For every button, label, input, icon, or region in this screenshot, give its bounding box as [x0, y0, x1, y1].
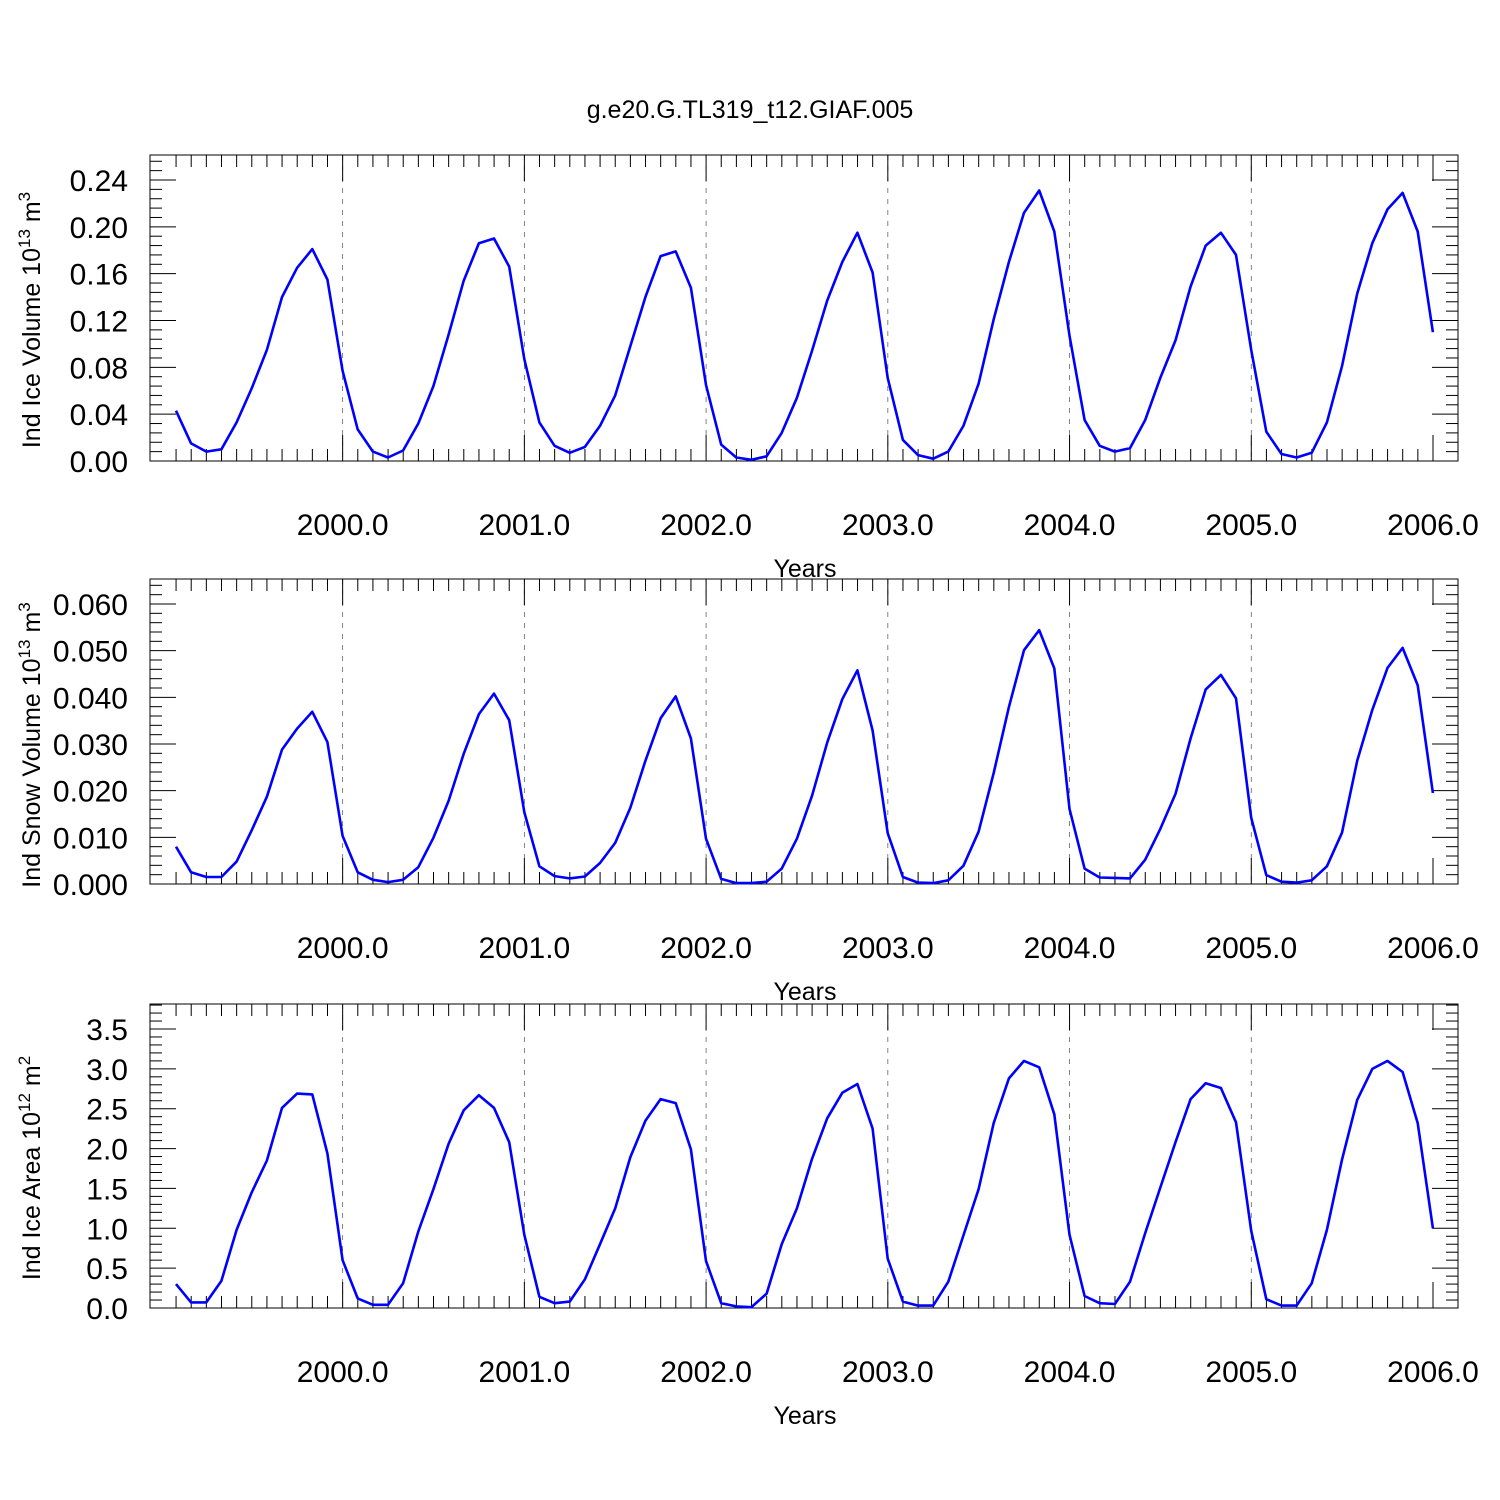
y-axis-label: Ind Snow Volume 1013 m3: [15, 602, 46, 888]
x-tick-label: 2006.0: [1387, 932, 1479, 965]
y-tick-label: 0.00: [70, 446, 128, 479]
x-minor-ticks: [175, 1004, 1434, 1308]
data-line: [174, 628, 1435, 885]
y-axis-label: Ind Ice Volume 1013 m3: [15, 192, 46, 448]
y-tick-label: 1.5: [86, 1173, 128, 1206]
x-tick-label: 2003.0: [842, 509, 934, 542]
x-tick-label: 2000.0: [297, 932, 389, 965]
y-tick-label: 2.5: [86, 1094, 128, 1127]
x-tick-label: 2001.0: [478, 1356, 570, 1389]
y-tick-label: 0.020: [53, 776, 128, 809]
y-tick-label: 0.24: [70, 165, 128, 198]
x-tick-label: 2005.0: [1205, 1356, 1297, 1389]
y-tick-label: 0.20: [70, 212, 128, 245]
x-tick-label: 2006.0: [1387, 509, 1479, 542]
y-tick-label: 0.060: [53, 589, 128, 622]
y-tick-label: 0.08: [70, 352, 128, 385]
x-tick-label: 2005.0: [1205, 932, 1297, 965]
y-tick-label: 0.000: [53, 869, 128, 902]
x-tick-label: 2004.0: [1024, 1356, 1116, 1389]
y-axis-label: Ind Ice Area 1012 m2: [15, 1056, 46, 1280]
x-tick-label: 2002.0: [660, 932, 752, 965]
panel-1: 0.00 0.04 0.08 0.12 0.16 0.20 0.24 2000.0 2001.0…: [15, 154, 1479, 583]
y-tick-label: 0.030: [53, 729, 128, 762]
panel-2: 0.000 0.010 0.020 0.030 0.040 0.050 0.060 2000.…: [15, 578, 1479, 1006]
y-tick-label: 2.0: [86, 1134, 128, 1167]
data-line: [174, 1059, 1435, 1309]
y-tick-label: 3.0: [86, 1054, 128, 1087]
chart-title: g.e20.G.TL319_t12.GIAF.005: [587, 96, 914, 124]
x-tick-label: 2000.0: [297, 1356, 389, 1389]
plot-frame: [149, 578, 1459, 885]
x-axis-label: Years: [773, 555, 836, 583]
x-tick-label: 2000.0: [297, 509, 389, 542]
y-tick-label: 0.050: [53, 636, 128, 669]
y-tick-label: 0.04: [70, 399, 128, 432]
y-tick-label: 1.0: [86, 1213, 128, 1246]
x-tick-label: 2001.0: [478, 932, 570, 965]
x-tick-label: 2006.0: [1387, 1356, 1479, 1389]
x-tick-label: 2003.0: [842, 932, 934, 965]
panel-3: 0.0 0.5 1.0 1.5 2.0 2.5 3.0 3.5 2000.0 2001.0 2002…: [15, 1003, 1479, 1430]
y-tick-label: 0.12: [70, 306, 128, 339]
y-tick-label: 0.010: [53, 822, 128, 855]
x-tick-label: 2004.0: [1024, 509, 1116, 542]
y-tick-label: 0.16: [70, 259, 128, 292]
plot-frame: [149, 1003, 1459, 1309]
x-tick-label: 2003.0: [842, 1356, 934, 1389]
x-axis-label: Years: [773, 978, 836, 1006]
y-tick-label: 0.0: [86, 1293, 128, 1326]
x-minor-ticks: [175, 579, 1434, 884]
x-tick-label: 2004.0: [1024, 932, 1116, 965]
y-tick-label: 0.040: [53, 682, 128, 715]
x-axis-label: Years: [773, 1402, 836, 1430]
data-line: [174, 189, 1435, 462]
x-tick-label: 2002.0: [660, 1356, 752, 1389]
x-tick-label: 2001.0: [478, 509, 570, 542]
y-tick-label: 3.5: [86, 1014, 128, 1047]
panels: 0.00 0.04 0.08 0.12 0.16 0.20 0.24 2000.0 2001.0…: [15, 154, 1479, 1430]
plot-frame: [149, 154, 1459, 462]
y-tick-label: 0.5: [86, 1253, 128, 1286]
x-tick-label: 2005.0: [1205, 509, 1297, 542]
x-tick-label: 2002.0: [660, 509, 752, 542]
